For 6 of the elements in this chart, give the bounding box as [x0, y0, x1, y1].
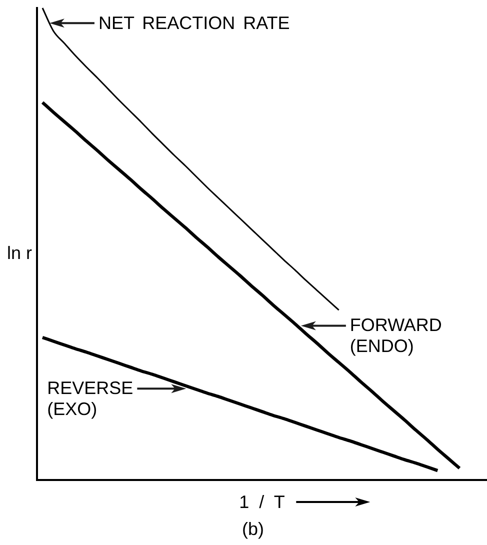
series-label: FORWARD (ENDO)	[350, 315, 442, 358]
text: (b)	[242, 519, 264, 540]
series-label: NET REACTION RATE	[98, 12, 290, 34]
x-axis-title: 1 / T	[239, 492, 285, 512]
series-label: REVERSE (EXO)	[47, 378, 134, 420]
y-axis-title: ln r	[6, 243, 32, 264]
